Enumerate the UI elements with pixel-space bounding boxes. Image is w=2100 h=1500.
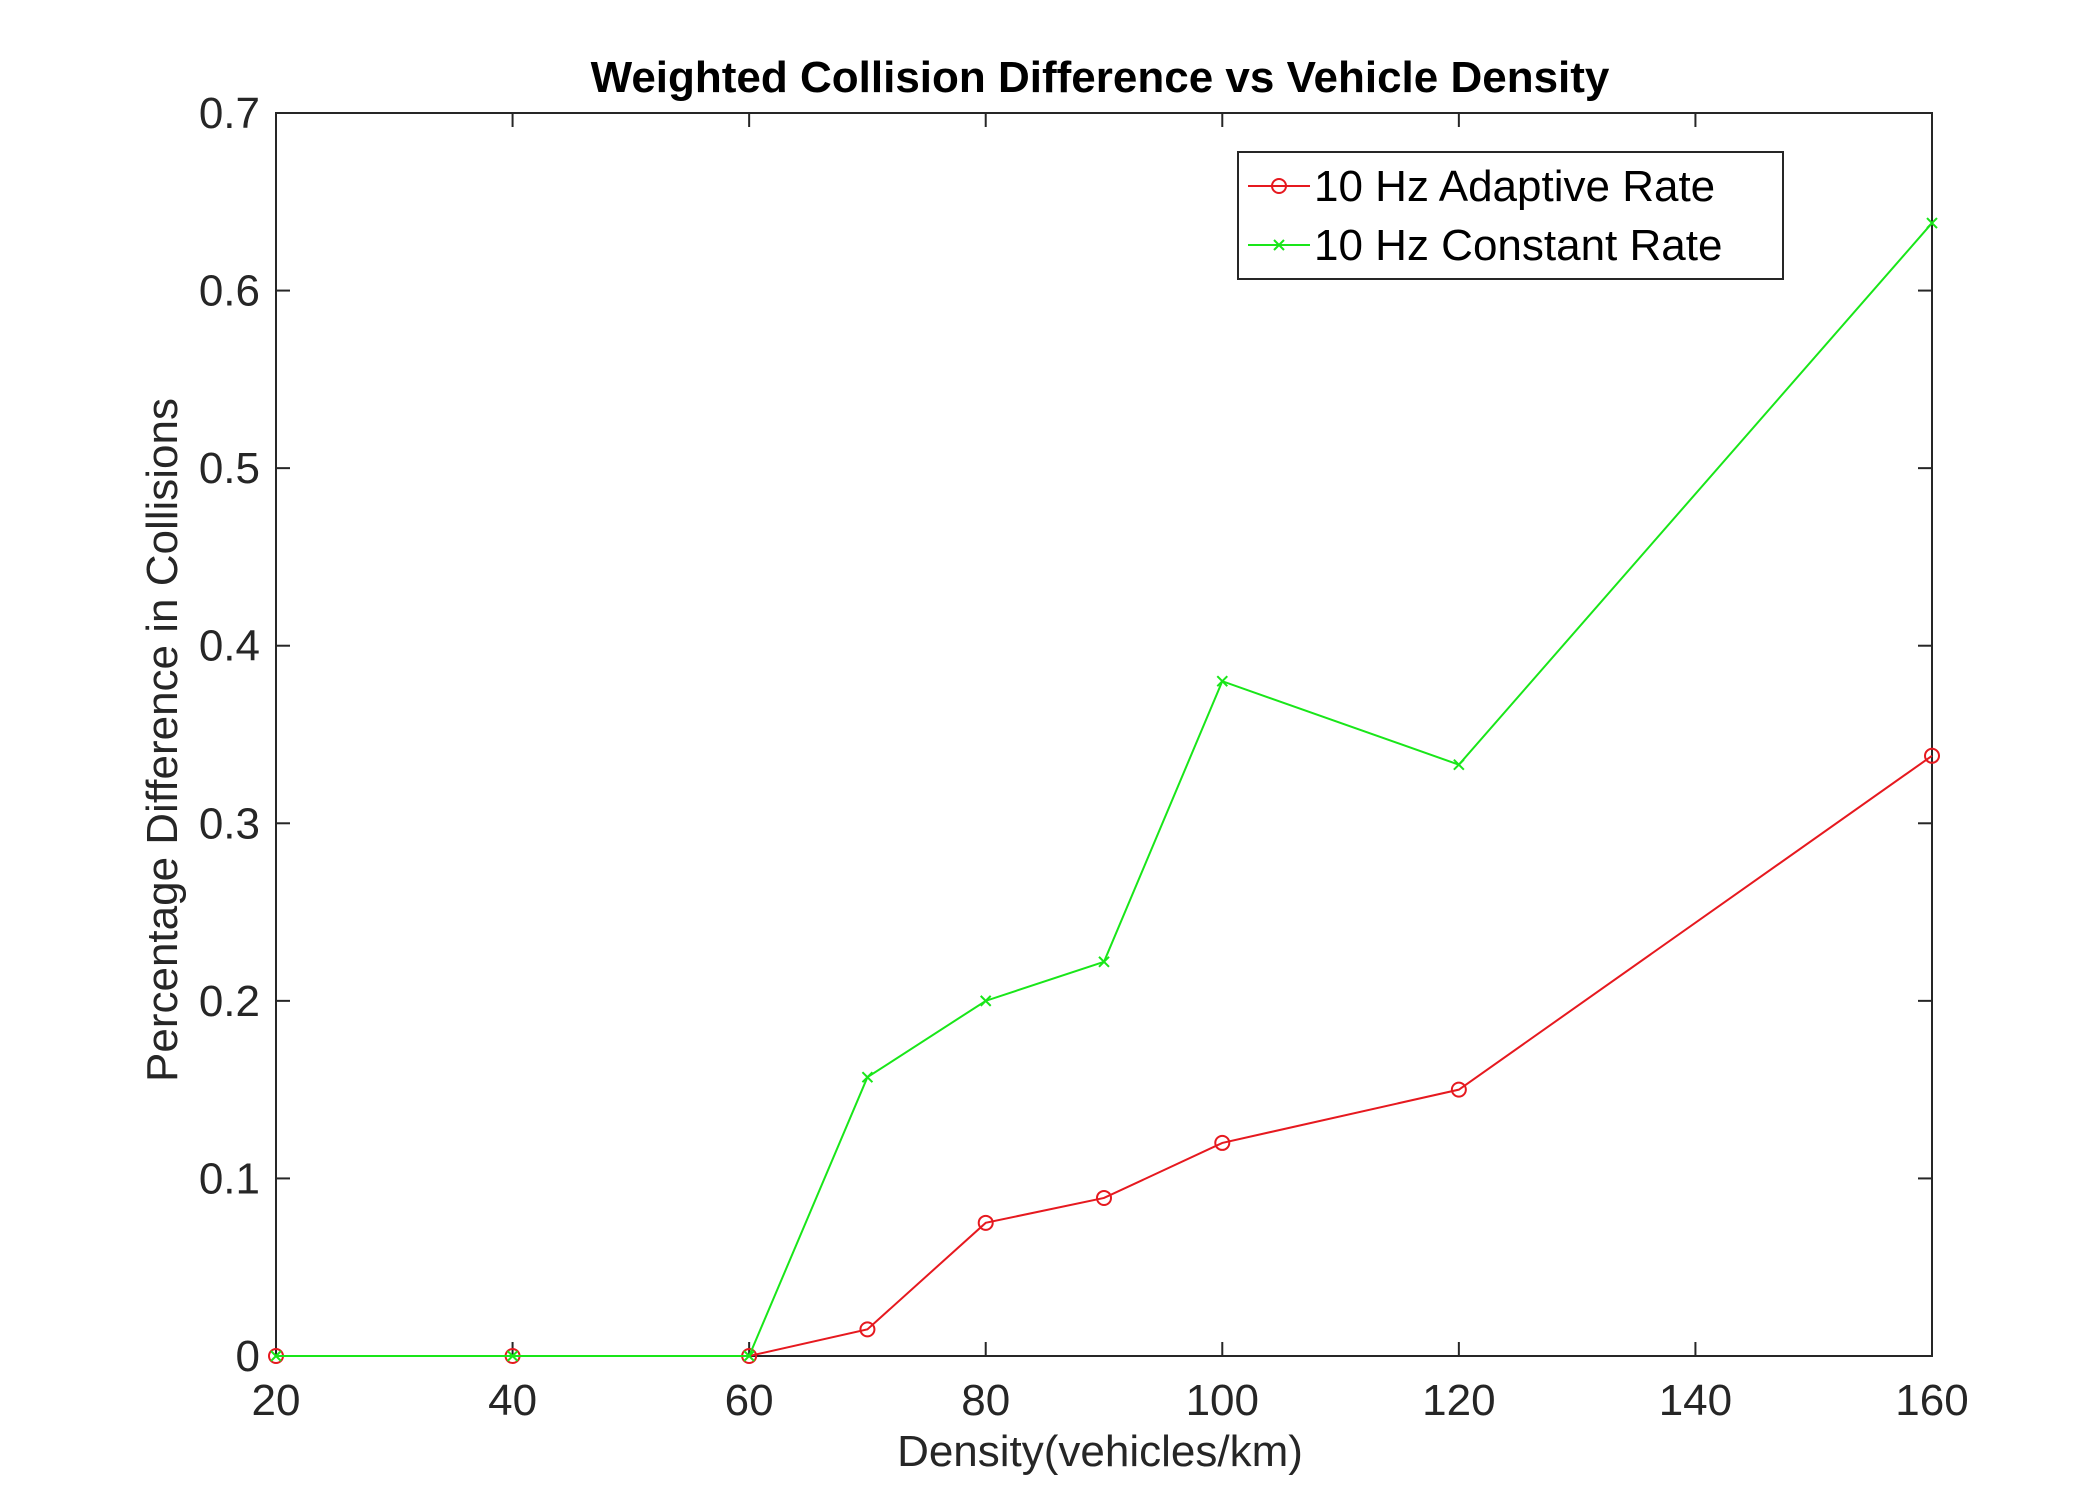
constant-rate-series xyxy=(270,217,1938,1362)
y-tick-label: 0.4 xyxy=(199,622,260,671)
legend-label: 10 Hz Constant Rate xyxy=(1314,221,1722,270)
constant-rate-point xyxy=(743,1350,755,1362)
x-tick-label: 80 xyxy=(961,1376,1010,1425)
x-marker-stroke xyxy=(506,1350,519,1362)
constant-rate-point xyxy=(506,1350,519,1362)
constant-rate-point xyxy=(1926,217,1938,229)
x-marker-stroke xyxy=(861,1071,874,1083)
legend: 10 Hz Adaptive Rate 10 Hz Constant Rate xyxy=(1237,151,1784,280)
series-layer xyxy=(268,217,1940,1364)
legend-adaptive-rate-point xyxy=(1271,178,1287,194)
legend-item-adaptive-rate: 10 Hz Adaptive Rate xyxy=(1248,162,1715,211)
adaptive-rate-point xyxy=(1450,1081,1467,1098)
x-tick-label: 40 xyxy=(488,1376,537,1425)
x-marker-stroke xyxy=(1098,956,1110,968)
constant-rate-point xyxy=(980,995,992,1007)
y-tick-label: 0.1 xyxy=(199,1154,260,1203)
constant-rate-point xyxy=(1098,956,1110,968)
chart-title: Weighted Collision Difference vs Vehicle… xyxy=(591,53,1610,102)
x-marker-stroke xyxy=(1926,217,1938,229)
adaptive-rate-point xyxy=(977,1214,994,1231)
x-marker-stroke xyxy=(1453,758,1465,771)
x-marker-stroke xyxy=(743,1350,755,1362)
y-tick-label: 0.5 xyxy=(199,444,260,493)
x-tick-label: 100 xyxy=(1186,1376,1259,1425)
constant-rate-point xyxy=(861,1071,874,1083)
x-marker-stroke xyxy=(1216,675,1228,687)
y-tick-label: 0.3 xyxy=(199,799,260,848)
x-axis-label: Density(vehicles/km) xyxy=(897,1427,1303,1476)
x-tick-label: 140 xyxy=(1659,1376,1732,1425)
x-marker-stroke xyxy=(1273,239,1285,251)
constant-rate-point xyxy=(1216,675,1228,687)
x-marker-stroke xyxy=(980,995,992,1007)
y-axis-label: Percentage Difference in Collisions xyxy=(138,398,187,1082)
legend-label: 10 Hz Adaptive Rate xyxy=(1314,162,1715,211)
constant-rate-point xyxy=(270,1350,282,1362)
adaptive-rate-point xyxy=(1214,1134,1231,1151)
legend-constant-rate-point xyxy=(1273,239,1285,251)
x-tick-label: 20 xyxy=(252,1376,301,1425)
plot-area xyxy=(275,112,1933,1357)
y-tick-label: 0.6 xyxy=(199,267,260,316)
y-tick-label: 0.7 xyxy=(199,89,260,138)
y-tick-label: 0.2 xyxy=(199,977,260,1026)
adaptive-rate-point xyxy=(1096,1189,1112,1206)
y-tick-label: 0 xyxy=(236,1332,260,1381)
legend-box xyxy=(1237,151,1784,280)
x-marker-stroke xyxy=(270,1350,282,1362)
adaptive-rate-point xyxy=(1924,747,1940,764)
constant-rate-point xyxy=(1453,758,1465,771)
x-tick-label: 160 xyxy=(1895,1376,1968,1425)
legend-item-constant-rate: 10 Hz Constant Rate xyxy=(1248,221,1722,270)
axis-ticks: 20 40 60 80 100 120 140 160 0 0.1 0.2 0.3 0.4 0.5 0.6 0… xyxy=(199,89,1969,1425)
adaptive-rate-point xyxy=(859,1321,876,1338)
x-tick-label: 60 xyxy=(725,1376,774,1425)
x-tick-label: 120 xyxy=(1422,1376,1495,1425)
